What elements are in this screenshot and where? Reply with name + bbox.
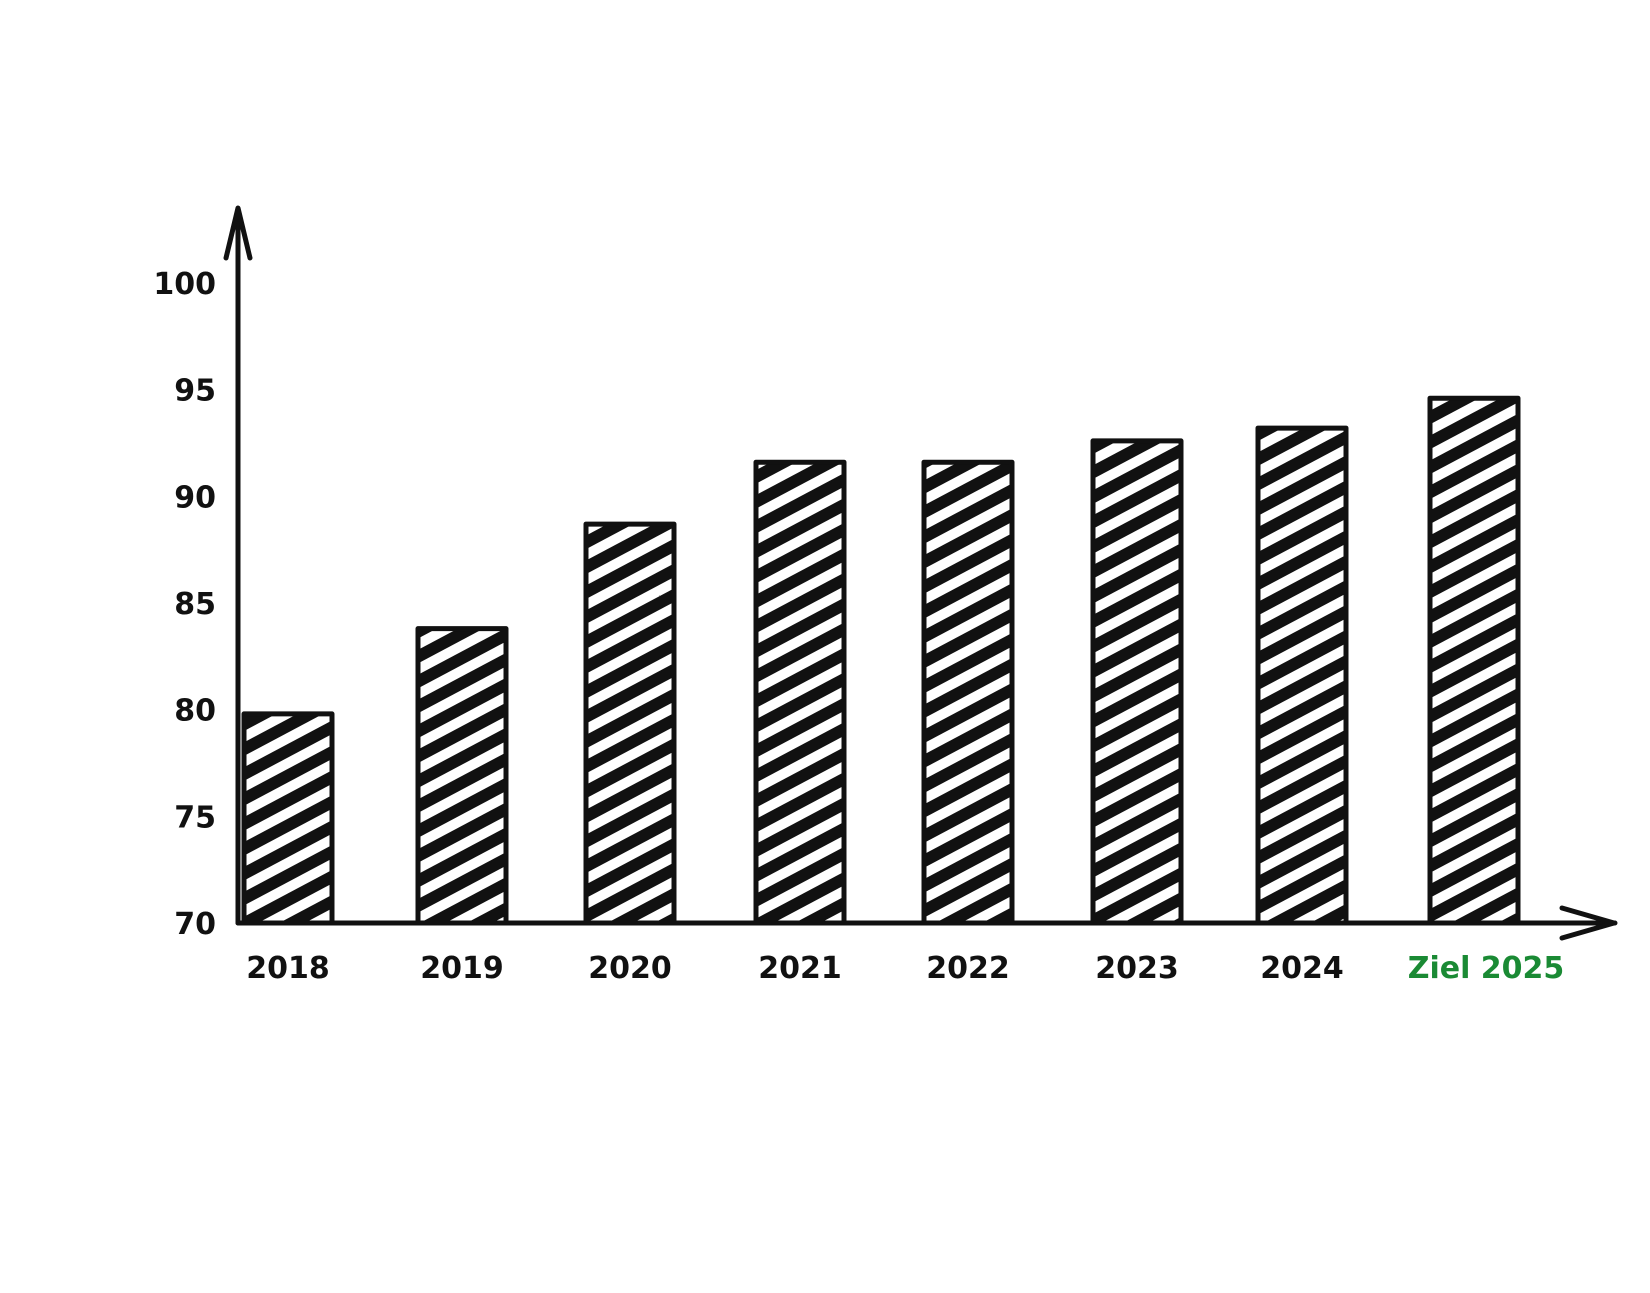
y-tick-95: 95 bbox=[174, 374, 216, 409]
y-tick-90: 90 bbox=[174, 480, 216, 515]
bar-2022 bbox=[921, 459, 1015, 926]
y-axis-arrow-icon bbox=[223, 205, 253, 261]
bar-2020 bbox=[583, 521, 677, 926]
bar-2021 bbox=[753, 459, 847, 926]
x-label-2018: 2018 bbox=[246, 951, 330, 986]
y-tick-70: 70 bbox=[174, 907, 216, 942]
bar-ziel-2025 bbox=[1427, 395, 1521, 926]
x-label-2023: 2023 bbox=[1095, 951, 1179, 986]
x-label-ziel-2025: Ziel 2025 bbox=[1408, 951, 1565, 986]
bar-2023 bbox=[1090, 438, 1184, 926]
x-label-2024: 2024 bbox=[1260, 951, 1344, 986]
y-tick-100: 100 bbox=[153, 267, 216, 302]
x-category-labels: 2018 2019 2020 2021 2022 2023 2024 Ziel 2025 bbox=[246, 951, 1564, 986]
x-label-2021: 2021 bbox=[758, 951, 842, 986]
x-axis-arrow-icon bbox=[1559, 905, 1617, 941]
bar-2024 bbox=[1255, 425, 1349, 926]
bar-2018 bbox=[241, 711, 335, 926]
y-tick-75: 75 bbox=[174, 800, 216, 835]
y-tick-85: 85 bbox=[174, 587, 216, 622]
y-tick-80: 80 bbox=[174, 694, 216, 729]
axes-group bbox=[223, 205, 1618, 941]
x-label-2020: 2020 bbox=[588, 951, 672, 986]
x-label-2019: 2019 bbox=[420, 951, 504, 986]
x-label-2022: 2022 bbox=[926, 951, 1010, 986]
y-tick-labels: 70 75 80 85 90 95 100 bbox=[153, 267, 216, 942]
bar-2019 bbox=[415, 626, 509, 926]
bars-group bbox=[241, 395, 1521, 926]
